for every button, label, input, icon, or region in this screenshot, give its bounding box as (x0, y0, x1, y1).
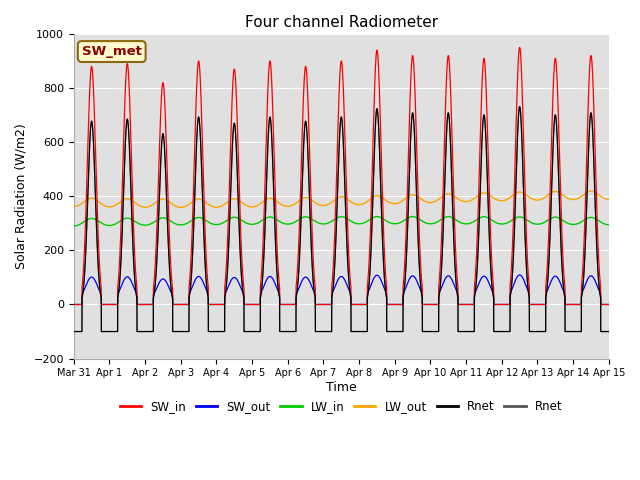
Text: SW_met: SW_met (82, 45, 141, 58)
X-axis label: Time: Time (326, 381, 356, 394)
Title: Four channel Radiometer: Four channel Radiometer (244, 15, 438, 30)
Y-axis label: Solar Radiation (W/m2): Solar Radiation (W/m2) (15, 123, 28, 269)
Legend: SW_in, SW_out, LW_in, LW_out, Rnet, Rnet: SW_in, SW_out, LW_in, LW_out, Rnet, Rnet (115, 395, 567, 418)
